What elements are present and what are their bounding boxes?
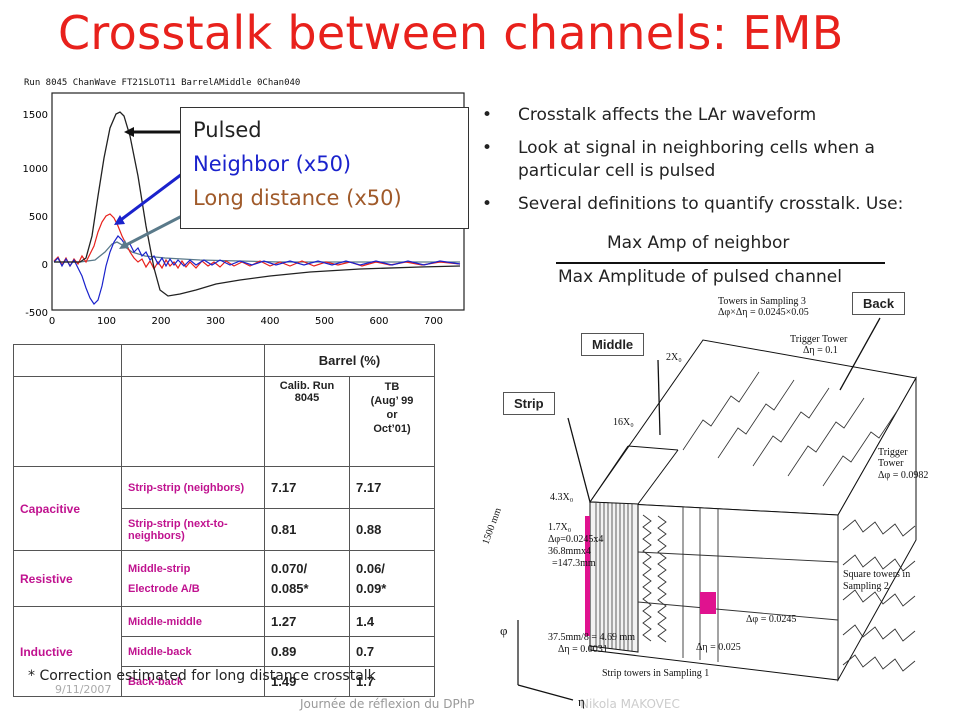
table-corner: [13, 344, 122, 377]
y-axis-ticks: 1500 1000 500 0 -500: [23, 110, 48, 319]
bullet-list: • Crosstalk affects the LAr waveform • Loo…: [482, 104, 957, 226]
long-distance-arrow: [123, 214, 183, 248]
row-desc: Strip-strip (neighbors): [121, 466, 265, 509]
neighbor-red-wave: [53, 213, 461, 271]
x-tick-label: 400: [260, 316, 279, 327]
table-row: Back-back 1.49 1.7: [14, 666, 435, 697]
svg-text:Δφ×Δη = 0.0245×0.05: Δφ×Δη = 0.0245×0.05: [718, 307, 809, 318]
callout-middle: Middle: [581, 333, 645, 356]
callout-strip: Strip: [503, 392, 555, 415]
row-tb: 0.88: [349, 508, 435, 551]
table-row: Inductive Middle-middle 1.27 1.4: [13, 606, 435, 697]
x-tick-label: 300: [206, 316, 225, 327]
svg-text:Trigger Tower: Trigger Tower: [790, 334, 848, 345]
svg-text:Δφ = 0.0982: Δφ = 0.0982: [878, 470, 928, 481]
footer-center: Journée de réflexion du DPhP: [300, 697, 475, 711]
y-tick-label: -500: [25, 308, 48, 319]
row-tb: 1.7: [349, 666, 435, 697]
row-calib: 1.27: [264, 606, 350, 637]
svg-text:2X₀: 2X₀: [666, 352, 682, 363]
row-desc: Back-back: [121, 666, 265, 697]
crosstalk-table: Barrel (%) Calib. Run 8045 TB (Aug’ 99 or O…: [13, 344, 435, 697]
row-calib: 7.17: [264, 466, 350, 509]
svg-text:37.5mm/8 = 4.69 mm: 37.5mm/8 = 4.69 mm: [548, 632, 635, 643]
type-resistive: Resistive: [13, 550, 122, 607]
table-row: Strip-strip (next-to-neighbors) 0.81 0.8…: [14, 508, 435, 551]
pulsed-wave: [54, 111, 461, 297]
svg-text:η: η: [578, 694, 585, 709]
svg-text:Sampling 2: Sampling 2: [843, 581, 889, 592]
row-calib: 0.89: [264, 636, 350, 667]
x-tick-label: 700: [424, 316, 443, 327]
table-row: Resistive Middle-strip Electrode A/B 0.07…: [13, 550, 435, 607]
svg-text:Δη = 0.025: Δη = 0.025: [696, 642, 741, 653]
footer-author: Nikola MAKOVEC: [580, 697, 680, 711]
row-desc: Middle-strip Electrode A/B: [121, 550, 265, 607]
svg-text:1500 mm: 1500 mm: [480, 506, 503, 546]
legend-neighbor: Neighbor (x50): [193, 152, 352, 176]
svg-text:Tower: Tower: [878, 458, 904, 469]
x-tick-label: 0: [49, 316, 55, 327]
fraction-numerator: Max Amp of neighbor: [607, 233, 790, 253]
svg-text:36.8mmx4: 36.8mmx4: [548, 546, 591, 557]
row-desc: Middle-middle: [121, 606, 265, 637]
row-desc: Middle-back: [121, 636, 265, 667]
y-tick-label: 1500: [23, 110, 48, 121]
table-corner: [121, 344, 265, 377]
plot-legend: Pulsed Neighbor (x50) Long distance (x50…: [180, 107, 469, 229]
table-row: Capacitive Strip-strip (neighbors) 7.17 …: [13, 466, 435, 551]
table-header-barrel: Barrel (%): [264, 344, 435, 377]
x-tick-label: 500: [315, 316, 334, 327]
svg-text:Δφ=0.0245x4: Δφ=0.0245x4: [548, 534, 603, 545]
row-tb: 0.06/0.09*: [349, 550, 435, 607]
row-tb: 1.4: [349, 606, 435, 637]
row-desc: Strip-strip (next-to-neighbors): [121, 508, 265, 551]
fraction-denominator: Max Amplitude of pulsed channel: [558, 267, 842, 287]
plot-header: Run 8045 ChanWave FT21SLOT11 BarrelAMidd…: [24, 78, 301, 88]
bullet-item: • Look at signal in neighboring cells whe…: [482, 138, 875, 181]
emb-module-diagram: Towers in Sampling 3 Δφ×Δη = 0.0245×0.05…: [480, 296, 928, 709]
row-calib: 0.070/0.085*: [264, 550, 350, 607]
row-tb: 0.7: [349, 636, 435, 667]
svg-text:Δη = 0.1: Δη = 0.1: [803, 345, 838, 356]
footnote: * Correction estimated for long distance…: [28, 668, 376, 684]
legend-pulsed: Pulsed: [193, 118, 262, 142]
x-tick-label: 200: [151, 316, 170, 327]
svg-text:Δφ = 0.0245: Δφ = 0.0245: [746, 614, 796, 625]
svg-text:4.3X₀: 4.3X₀: [550, 492, 574, 503]
svg-text:Trigger: Trigger: [878, 447, 908, 458]
x-tick-label: 100: [97, 316, 116, 327]
svg-text:Δη = 0.0031: Δη = 0.0031: [558, 644, 608, 655]
table-header-calib: Calib. Run 8045: [264, 376, 350, 467]
table-row: Middle-back 0.89 0.7: [14, 636, 435, 667]
y-tick-label: 0: [42, 260, 48, 271]
type-capacitive: Capacitive: [13, 466, 122, 551]
row-calib: 1.49: [264, 666, 350, 697]
svg-text:1.7X₀: 1.7X₀: [548, 522, 572, 533]
x-tick-label: 600: [369, 316, 388, 327]
svg-text:16X₀: 16X₀: [613, 417, 634, 428]
row-tb: 7.17: [349, 466, 435, 509]
table-header-tb: TB (Aug’ 99 or Oct’01): [349, 376, 435, 467]
fraction-bar: [556, 262, 885, 264]
strip-cell-highlight: [585, 516, 590, 636]
svg-text:=147.3mm: =147.3mm: [552, 558, 596, 569]
x-axis-ticks: 0 100 200 300 400 500 600 700: [49, 316, 443, 327]
svg-text:Square towers in: Square towers in: [843, 569, 910, 580]
bullet-item: • Several definitions to quantify crossta…: [482, 194, 904, 214]
y-tick-label: 500: [29, 212, 48, 223]
neighbor-blue-wave: [53, 235, 461, 305]
svg-text:Strip towers in Sampling 1: Strip towers in Sampling 1: [602, 668, 709, 679]
middle-cell-highlight: [700, 592, 716, 614]
footer-date: 9/11/2007: [55, 683, 112, 696]
callout-back: Back: [852, 292, 906, 315]
legend-long-distance: Long distance (x50): [193, 186, 402, 210]
svg-text:φ: φ: [500, 623, 508, 638]
y-tick-label: 1000: [23, 164, 48, 175]
slide-title: Crosstalk between channels: EMB: [58, 6, 844, 60]
row-calib: 0.81: [264, 508, 350, 551]
label-towers-s3: Towers in Sampling 3: [718, 296, 806, 307]
bullet-item: • Crosstalk affects the LAr waveform: [482, 105, 817, 125]
neighbor-arrow: [117, 172, 183, 224]
